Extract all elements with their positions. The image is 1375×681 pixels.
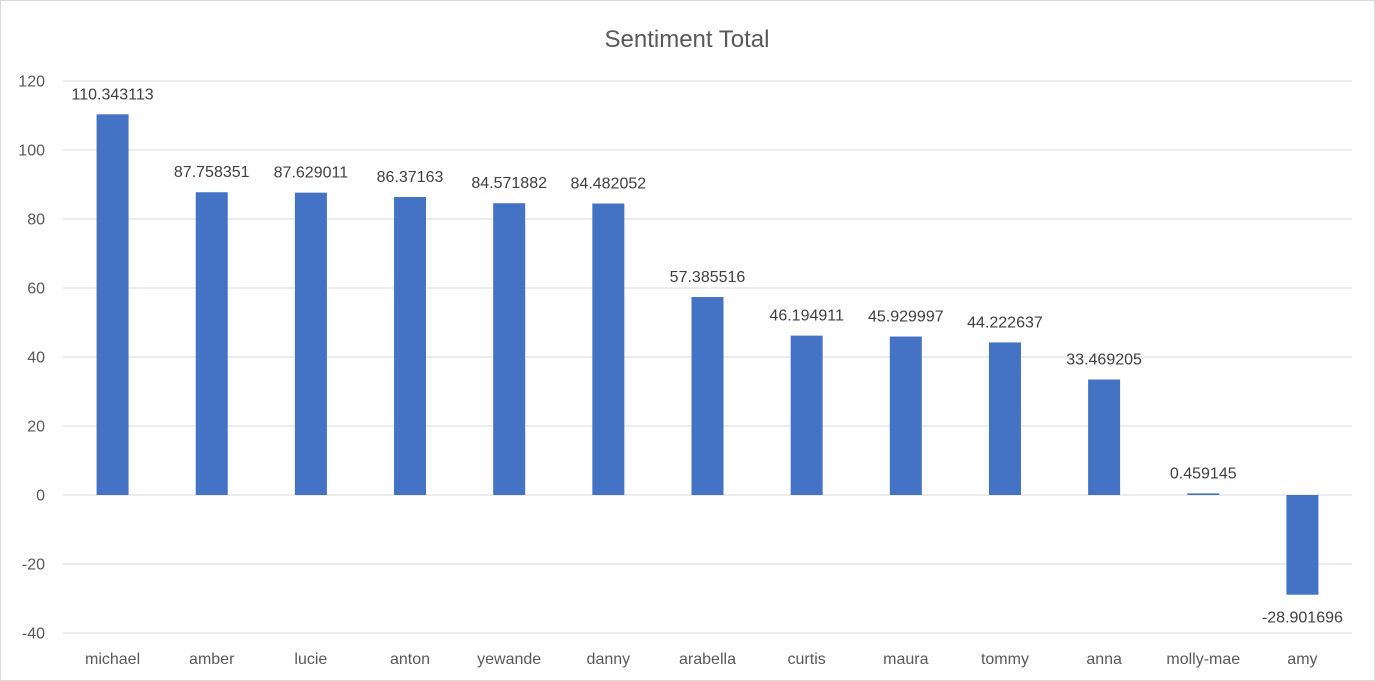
x-category-label-amy: amy xyxy=(1287,651,1317,668)
data-label-anton: 86.37163 xyxy=(377,169,444,186)
bar-amy xyxy=(1286,495,1319,595)
x-category-label-arabella: arabella xyxy=(679,651,736,668)
x-axis-category-labels: michael amber lucie anton yewande danny arabel… xyxy=(85,651,1318,668)
y-tick-label: 40 xyxy=(27,350,45,367)
data-label-michael: 110.343113 xyxy=(71,86,153,103)
data-label-arabella: 57.385516 xyxy=(670,269,746,286)
bar-yewande xyxy=(493,203,526,496)
y-tick-label: 100 xyxy=(18,143,45,160)
y-tick-label: -20 xyxy=(22,557,45,574)
x-category-label-amber: amber xyxy=(189,651,235,668)
x-category-label-molly-mae: molly-mae xyxy=(1166,651,1240,668)
data-label-amber: 87.758351 xyxy=(174,164,250,181)
bar-amber xyxy=(195,192,228,495)
bar-michael xyxy=(96,114,129,496)
x-category-label-yewande: yewande xyxy=(477,651,541,668)
x-category-label-michael: michael xyxy=(85,651,140,668)
data-label-danny: 84.482052 xyxy=(571,176,647,193)
bar-maura xyxy=(889,336,922,495)
y-axis-tick-labels: -40 -20 0 20 40 60 80 100 120 xyxy=(18,74,45,643)
chart-title: Sentiment Total xyxy=(605,26,770,53)
y-tick-label: 80 xyxy=(27,212,45,229)
x-category-label-anna: anna xyxy=(1086,651,1122,668)
data-label-tommy: 44.222637 xyxy=(967,314,1043,331)
x-category-label-curtis: curtis xyxy=(788,651,826,668)
x-category-label-maura: maura xyxy=(883,651,928,668)
data-label-lucie: 87.629011 xyxy=(274,165,349,182)
x-category-label-tommy: tommy xyxy=(981,651,1029,668)
bar-curtis xyxy=(790,335,823,495)
x-category-label-danny: danny xyxy=(587,651,631,668)
bar-molly-mae xyxy=(1187,493,1220,495)
bars xyxy=(96,114,1319,595)
data-labels: 110.343113 87.758351 87.629011 86.37163 84.5… xyxy=(71,86,1343,626)
data-label-amy: -28.901696 xyxy=(1262,610,1343,627)
data-label-anna: 33.469205 xyxy=(1066,352,1142,369)
data-label-maura: 45.929997 xyxy=(868,309,944,326)
y-tick-label: 120 xyxy=(18,74,45,91)
y-tick-label: 20 xyxy=(27,419,45,436)
y-tick-label: 0 xyxy=(36,488,45,505)
y-tick-label: -40 xyxy=(22,626,45,643)
bar-anton xyxy=(394,197,427,495)
bar-anna xyxy=(1088,379,1121,495)
x-category-label-anton: anton xyxy=(390,651,430,668)
bar-arabella xyxy=(691,297,724,495)
data-label-yewande: 84.571882 xyxy=(471,175,547,192)
bar-danny xyxy=(592,203,625,495)
bar-lucie xyxy=(294,192,327,495)
data-label-curtis: 46.194911 xyxy=(769,308,844,325)
x-category-label-lucie: lucie xyxy=(294,651,327,668)
data-label-molly-mae: 0.459145 xyxy=(1170,465,1237,482)
y-tick-label: 60 xyxy=(27,281,45,298)
bar-tommy xyxy=(988,342,1021,495)
